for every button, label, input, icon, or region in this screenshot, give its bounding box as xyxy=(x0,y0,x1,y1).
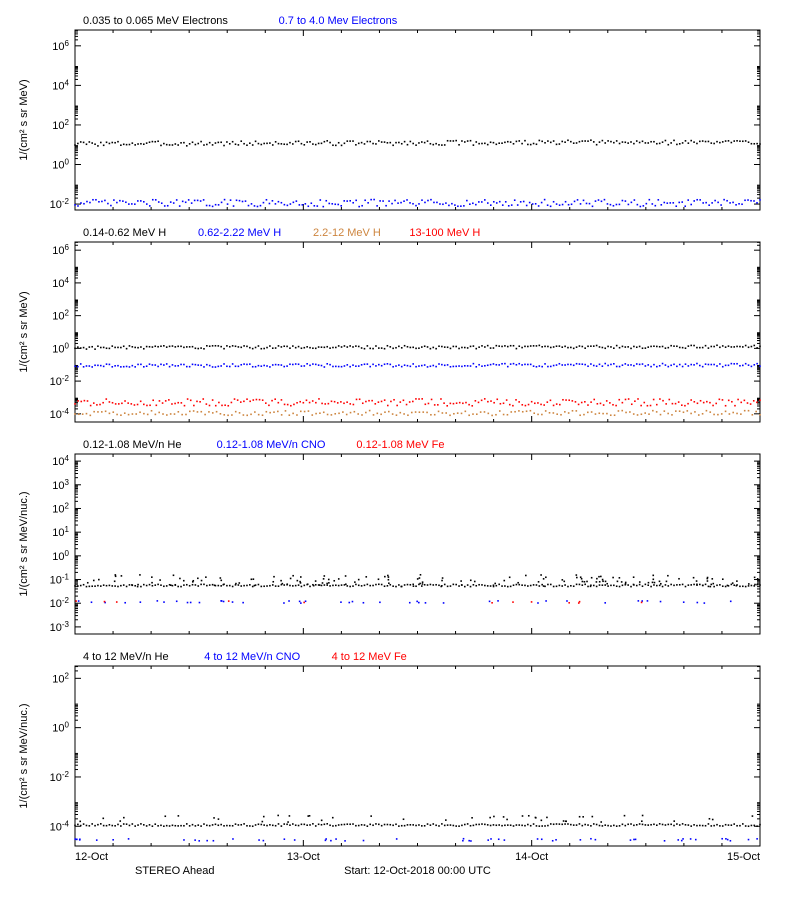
svg-text:1/(cm² s sr MeV/nuc.): 1/(cm² s sr MeV/nuc.) xyxy=(18,703,30,808)
svg-text:0.12-1.08 MeV Fe: 0.12-1.08 MeV Fe xyxy=(356,439,444,451)
svg-text:0.14-0.62 MeV H: 0.14-0.62 MeV H xyxy=(83,227,166,239)
svg-text:2.2-12 MeV H: 2.2-12 MeV H xyxy=(313,227,381,239)
svg-text:106: 106 xyxy=(52,243,69,258)
svg-text:15-Oct: 15-Oct xyxy=(727,851,760,863)
chart-container: 10-2 100 102 104 106 1/(cm² s sr MeV) 0.035 to… xyxy=(0,0,800,900)
svg-text:10-2: 10-2 xyxy=(50,197,70,212)
svg-text:101: 101 xyxy=(52,525,69,540)
svg-text:1/(cm² s sr MeV): 1/(cm² s sr MeV) xyxy=(18,291,30,372)
svg-text:0.12-1.08 MeV/n He: 0.12-1.08 MeV/n He xyxy=(83,439,181,451)
svg-text:0.035 to 0.065 MeV Electrons: 0.035 to 0.065 MeV Electrons xyxy=(83,15,228,27)
svg-text:4 to 12 MeV Fe: 4 to 12 MeV Fe xyxy=(332,651,407,663)
svg-text:106: 106 xyxy=(52,38,69,53)
svg-text:0.7 to 4.0 Mev Electrons: 0.7 to 4.0 Mev Electrons xyxy=(279,15,398,27)
svg-text:102: 102 xyxy=(52,501,69,516)
svg-text:4 to 12 MeV/n He: 4 to 12 MeV/n He xyxy=(83,651,169,663)
svg-text:0.62-2.22 MeV H: 0.62-2.22 MeV H xyxy=(198,227,281,239)
svg-text:100: 100 xyxy=(52,720,69,735)
svg-text:100: 100 xyxy=(52,157,69,172)
svg-text:100: 100 xyxy=(52,548,69,563)
svg-text:103: 103 xyxy=(52,477,69,492)
svg-text:104: 104 xyxy=(52,275,69,290)
svg-text:10-2: 10-2 xyxy=(50,769,70,784)
svg-text:10-1: 10-1 xyxy=(50,572,70,587)
svg-text:102: 102 xyxy=(52,308,69,323)
svg-text:10-4: 10-4 xyxy=(50,406,70,421)
svg-text:10-3: 10-3 xyxy=(50,619,70,634)
svg-text:100: 100 xyxy=(52,341,69,356)
svg-text:Start: 12-Oct-2018 00:00 UTC: Start: 12-Oct-2018 00:00 UTC xyxy=(344,865,491,877)
svg-text:10-4: 10-4 xyxy=(50,819,70,834)
svg-text:12-Oct: 12-Oct xyxy=(75,851,108,863)
svg-text:4 to 12 MeV/n CNO: 4 to 12 MeV/n CNO xyxy=(204,651,300,663)
svg-text:1/(cm² s sr MeV/nuc.): 1/(cm² s sr MeV/nuc.) xyxy=(18,491,30,596)
chart-svg: 10-2 100 102 104 106 1/(cm² s sr MeV) 0.035 to… xyxy=(0,0,800,900)
svg-text:10-2: 10-2 xyxy=(50,596,70,611)
svg-text:13-100 MeV H: 13-100 MeV H xyxy=(409,227,480,239)
svg-text:104: 104 xyxy=(52,78,69,93)
svg-text:14-Oct: 14-Oct xyxy=(515,851,548,863)
svg-text:104: 104 xyxy=(52,454,69,469)
svg-text:102: 102 xyxy=(52,671,69,686)
svg-text:1/(cm² s sr MeV): 1/(cm² s sr MeV) xyxy=(18,79,30,160)
svg-text:13-Oct: 13-Oct xyxy=(287,851,320,863)
svg-text:102: 102 xyxy=(52,117,69,132)
svg-text:10-2: 10-2 xyxy=(50,374,70,389)
svg-text:0.12-1.08 MeV/n CNO: 0.12-1.08 MeV/n CNO xyxy=(217,439,326,451)
svg-text:STEREO Ahead: STEREO Ahead xyxy=(135,865,215,877)
